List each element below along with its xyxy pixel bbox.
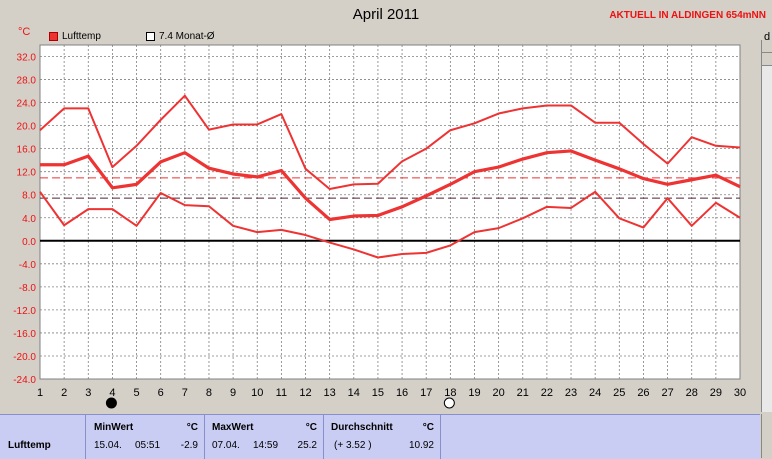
side-scrollbar[interactable] [761, 40, 772, 412]
y-tick-label: -4.0 [19, 260, 37, 271]
x-tick-label: 2 [61, 387, 67, 399]
x-tick-label: 23 [565, 387, 577, 399]
x-tick-label: 17 [420, 387, 432, 399]
y-tick-label: -8.0 [19, 283, 37, 294]
x-tick-label: 27 [661, 387, 673, 399]
x-tick-label: 18 [444, 387, 456, 399]
x-tick-label: 5 [133, 387, 139, 399]
x-tick-label: 12 [299, 387, 311, 399]
x-tick-label: 11 [276, 387, 287, 399]
stats-table: Lufttemp MinWert °C 15.04. 05:51 -2.9 Ma… [0, 414, 760, 459]
max-unit: °C [305, 422, 317, 433]
max-date: 07.04. [212, 440, 240, 451]
avg-value: 10.92 [408, 440, 434, 451]
x-tick-label: 4 [109, 387, 115, 399]
legend-checkbox-month-avg[interactable] [146, 32, 155, 41]
y-tick-label: 32.0 [17, 53, 37, 64]
x-tick-label: 25 [613, 387, 625, 399]
min-value: -2.9 [180, 440, 198, 451]
min-cell: MinWert °C 15.04. 05:51 -2.9 [86, 415, 205, 459]
x-tick-label: 30 [734, 387, 746, 399]
min-unit: °C [186, 422, 198, 433]
x-tick-label: 14 [348, 387, 360, 399]
chart-title: April 2011 [352, 6, 420, 23]
legend-item-month-avg[interactable]: 7.4 Monat-Ø [146, 31, 215, 42]
x-tick-label: 7 [182, 387, 188, 399]
edge-label: d [764, 31, 771, 43]
x-tick-label: 10 [251, 387, 263, 399]
legend-label-lufttemp: Lufttemp [62, 31, 101, 42]
legend-label-month-avg: 7.4 Monat-Ø [159, 31, 215, 42]
x-tick-label: 22 [541, 387, 553, 399]
min-date: 15.04. [94, 440, 122, 451]
station-label: AKTUELL IN ALDINGEN 654mNN [609, 10, 766, 21]
stats-row-header-cell: Lufttemp [0, 415, 86, 459]
y-tick-label: -16.0 [13, 329, 36, 340]
y-tick-label: 4.0 [22, 214, 36, 225]
y-tick-label: 12.0 [17, 168, 37, 179]
x-tick-label: 15 [372, 387, 384, 399]
max-value: 25.2 [297, 440, 317, 451]
scroll-up-button[interactable] [762, 40, 772, 53]
full-moon-icon [443, 397, 455, 409]
y-tick-label: 20.0 [17, 122, 37, 133]
scroll-button-2[interactable] [762, 53, 772, 66]
x-tick-label: 19 [468, 387, 480, 399]
y-tick-label: -12.0 [13, 306, 36, 317]
y-tick-label: 24.0 [17, 99, 37, 110]
table-scrollbar[interactable] [761, 414, 772, 458]
min-time: 05:51 [135, 440, 161, 451]
x-tick-label: 8 [206, 387, 212, 399]
min-header: MinWert [94, 422, 134, 433]
y-tick-label: 8.0 [22, 191, 36, 202]
series-line-extreme [39, 190, 741, 259]
x-tick-label: 26 [637, 387, 649, 399]
max-time: 14:59 [253, 440, 279, 451]
x-tick-label: 28 [686, 387, 698, 399]
x-tick-label: 29 [710, 387, 722, 399]
legend-swatch-lufttemp [49, 32, 58, 41]
x-tick-label: 20 [492, 387, 504, 399]
y-tick-label: 28.0 [17, 76, 37, 87]
x-tick-label: 6 [158, 387, 164, 399]
max-header: MaxWert [212, 422, 254, 433]
x-tick-label: 16 [396, 387, 408, 399]
x-tick-label: 24 [589, 387, 601, 399]
avg-unit: °C [422, 422, 434, 433]
x-tick-label: 1 [37, 387, 43, 399]
y-tick-label: -24.0 [13, 375, 36, 386]
avg-cell: Durchschnitt °C (+ 3.52 ) 10.92 [324, 415, 441, 459]
max-cell: MaxWert °C 07.04. 14:59 25.2 [205, 415, 324, 459]
temperature-chart: 1 2 3 4 5 6 7 8 9 10 11 12 13 14 15 16 17 18 19 20 21 22 23 24 2… [13, 44, 746, 409]
y-tick-label: -20.0 [13, 352, 36, 363]
legend-item-lufttemp[interactable]: Lufttemp [49, 31, 101, 42]
avg-deviation: (+ 3.52 ) [334, 440, 372, 451]
avg-header: Durchschnitt [331, 422, 393, 433]
unit-label: °C [18, 26, 31, 38]
x-tick-label: 9 [230, 387, 236, 399]
y-tick-label: 0.0 [22, 237, 36, 248]
new-moon-icon [105, 397, 117, 409]
x-tick-label: 21 [517, 387, 529, 399]
stats-row-label: Lufttemp [8, 440, 51, 451]
x-tick-label: 3 [85, 387, 91, 399]
series-line-extreme [39, 94, 741, 190]
series-line-mean [40, 149, 741, 222]
y-tick-label: 16.0 [17, 145, 37, 156]
x-tick-label: 13 [324, 387, 336, 399]
